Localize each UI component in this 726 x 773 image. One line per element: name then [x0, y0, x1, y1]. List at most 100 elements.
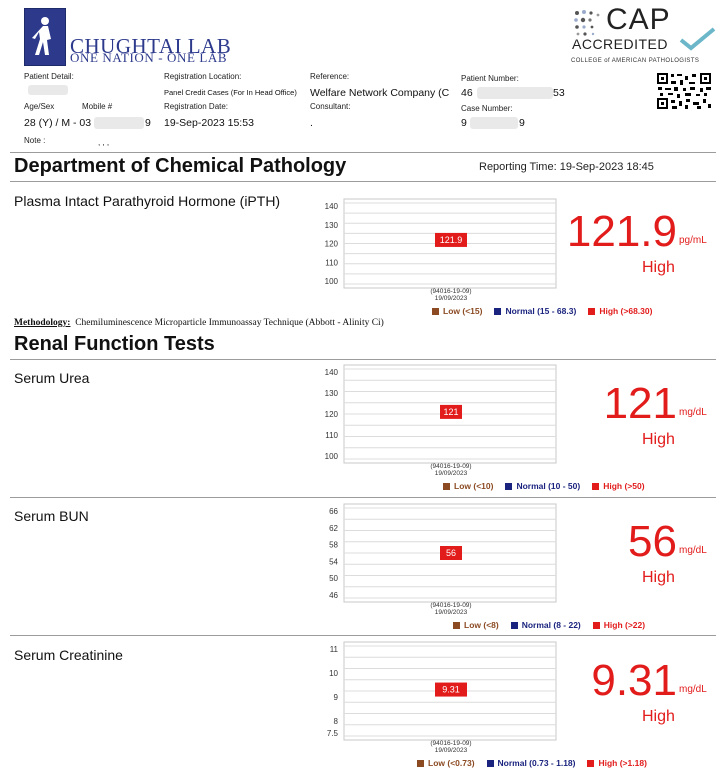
divider [10, 497, 716, 498]
legend: Low (<8) Normal (8 - 22) High (>22) [453, 620, 657, 630]
y-tick-label: 66 [329, 507, 338, 516]
legend: Low (<10) Normal (10 - 50) High (>50) [443, 481, 657, 491]
data-point [435, 232, 467, 247]
reference-value: Welfare Network Company (C [310, 87, 450, 99]
registration-date-value: 19-Sep-2023 15:53 [164, 117, 254, 129]
legend: Low (<15) Normal (15 - 68.3) High (>68.30) [432, 306, 664, 316]
legend-swatch [505, 483, 513, 490]
y-tick-label: 110 [325, 258, 338, 267]
y-tick-label: 54 [329, 557, 338, 566]
redacted-case-number [470, 117, 518, 129]
lab-tagline: ONE NATION - ONE LAB [70, 50, 228, 65]
data-label: 9.31 [442, 685, 460, 695]
cap-dots-icon [574, 10, 600, 36]
walking-man-icon [32, 17, 51, 55]
legend-swatch [494, 308, 502, 315]
result-flag: High [642, 431, 675, 448]
legend-high: High (>68.30) [588, 306, 652, 316]
legend-normal: Normal (10 - 50) [505, 481, 580, 491]
legend-swatch [592, 483, 600, 490]
legend-normal: Normal (8 - 22) [510, 620, 581, 630]
legend-label: Normal (15 - 68.3) [505, 306, 577, 316]
methodology-text: Chemiluminescence Microparticle Immunoas… [75, 318, 384, 328]
result-value: 9.31 [591, 656, 677, 705]
test-name: Serum Creatinine [14, 647, 123, 663]
y-tick-label: 100 [325, 452, 339, 461]
divider [10, 152, 716, 153]
legend: Low (<0.73) Normal (0.73 - 1.18) High (>1.… [417, 758, 659, 768]
consultant-label: Consultant: [310, 102, 351, 111]
y-tick-label: 130 [325, 389, 339, 398]
reporting-time: Reporting Time: 19-Sep-2023 18:45 [479, 161, 654, 173]
legend-label: Low (<0.73) [428, 758, 475, 768]
legend-high: High (>1.18) [587, 758, 647, 768]
legend-label: High (>1.18) [598, 758, 647, 768]
result-flag: High [642, 259, 675, 276]
legend-high: High (>22) [592, 620, 646, 630]
mobile-end: 9 [145, 117, 151, 129]
data-point [435, 682, 467, 697]
chart-frame [343, 503, 557, 603]
y-tick-label: 58 [329, 541, 338, 550]
y-tick-label: 140 [325, 368, 339, 377]
y-tick-label: 11 [330, 645, 339, 654]
patient-number-end: 53 [553, 87, 565, 99]
case-number-label: Case Number: [461, 104, 513, 113]
legend-swatch [443, 483, 450, 490]
x-tick-label: (94016-19-09) [430, 740, 471, 747]
x-tick-label: (94016-19-09) [430, 288, 471, 295]
patient-detail-label: Patient Detail: [24, 72, 74, 81]
legend-normal: Normal (0.73 - 1.18) [486, 758, 575, 768]
y-tick-label: 62 [329, 524, 338, 533]
data-label: 56 [446, 548, 456, 558]
check-icon [679, 27, 716, 51]
result-flag: High [642, 569, 675, 586]
legend-label: Low (<8) [464, 620, 499, 630]
y-tick-label: 10 [329, 669, 338, 678]
test-name: Serum BUN [14, 508, 89, 524]
case-number-start: 9 [461, 117, 467, 129]
legend-label: Normal (8 - 22) [521, 620, 581, 630]
result-value: 121 [603, 379, 677, 428]
x-tick-label: (94016-19-09) [430, 602, 471, 609]
legend-swatch [417, 760, 424, 767]
legend-label: High (>22) [603, 620, 646, 630]
y-tick-label: 8 [334, 717, 339, 726]
consultant-value: . [310, 117, 313, 129]
result-value: 56 [628, 517, 677, 566]
legend-swatch [510, 622, 518, 629]
y-tick-label: 120 [325, 410, 339, 419]
data-point [440, 404, 462, 419]
legend-swatch [486, 760, 494, 767]
cap-title: CAP [606, 3, 671, 36]
y-tick-label: 46 [329, 591, 338, 600]
legend-low: Low (<15) [432, 306, 482, 316]
note-value: , , , [98, 138, 110, 147]
patient-number-label: Patient Number: [461, 74, 519, 83]
legend-normal: Normal (15 - 68.3) [494, 306, 576, 316]
legend-swatch [587, 760, 595, 767]
registration-location-value: Panel Credit Cases (For In Head Office) [164, 88, 297, 97]
case-number-end: 9 [519, 117, 525, 129]
legend-label: High (>50) [603, 481, 645, 491]
data-point [440, 546, 462, 560]
legend-swatch [432, 308, 439, 315]
lab-name: CHUGHTAI LAB [70, 34, 232, 58]
legend-swatch [592, 622, 600, 629]
y-tick-label: 9 [334, 693, 339, 702]
reference-label: Reference: [310, 72, 350, 81]
x-tick-label: (94016-19-09) [430, 463, 471, 470]
y-tick-label: 140 [325, 202, 339, 211]
redacted-mobile [94, 117, 144, 129]
y-tick-label: 7.5 [327, 729, 339, 738]
legend-low: Low (<8) [453, 620, 499, 630]
legend-low: Low (<10) [443, 481, 493, 491]
patient-number-start: 46 [461, 87, 473, 99]
legend-label: High (>68.30) [599, 306, 653, 316]
y-tick-label: 130 [325, 221, 339, 230]
result-unit: mg/dL [679, 545, 707, 556]
redacted-name [28, 85, 68, 95]
cap-subtitle: COLLEGE of AMERICAN PATHOLOGISTS [571, 58, 700, 64]
x-tick-label: 19/09/2023 [435, 609, 468, 616]
divider [10, 181, 716, 182]
